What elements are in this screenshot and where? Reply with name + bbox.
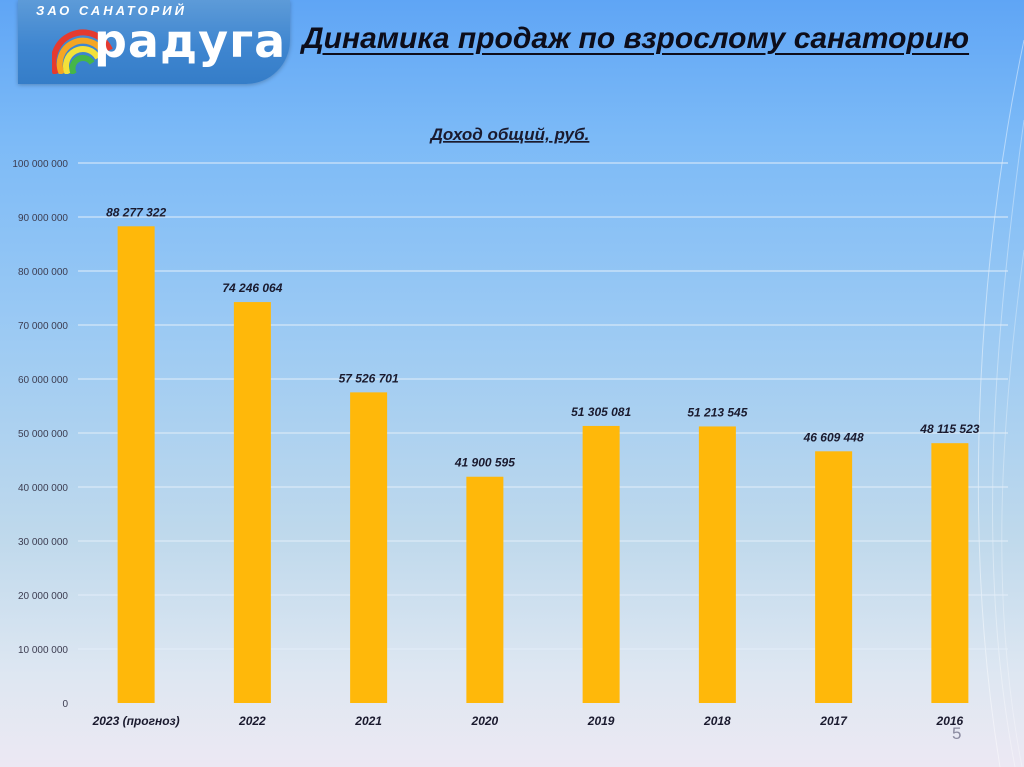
- x-tick-label: 2020: [471, 714, 499, 728]
- bar: [117, 226, 155, 703]
- x-tick-label: 2018: [703, 714, 731, 728]
- data-label: 46 609 448: [803, 430, 864, 444]
- x-tick-label: 2019: [587, 714, 615, 728]
- bar: [233, 302, 271, 703]
- bar: [582, 425, 620, 703]
- x-tick-label: 2017: [819, 714, 848, 728]
- y-tick-label: 90 000 000: [18, 213, 68, 224]
- y-tick-label: 100 000 000: [12, 159, 68, 170]
- rainbow-icon: [52, 29, 113, 74]
- brand-logo: ЗАО САНАТОРИЙ радуга: [18, 0, 290, 84]
- y-tick-label: 20 000 000: [18, 591, 68, 602]
- page-title: Динамика продаж по взрослому санаторию: [302, 22, 970, 55]
- x-tick-label: 2022: [238, 714, 266, 728]
- y-tick-label: 10 000 000: [18, 645, 68, 656]
- page-number: 5: [952, 724, 962, 743]
- data-label: 51 213 545: [687, 405, 747, 419]
- data-label: 48 115 523: [919, 422, 979, 436]
- y-tick-label: 40 000 000: [18, 483, 68, 494]
- data-label: 51 305 081: [571, 405, 631, 419]
- data-label: 74 246 064: [222, 281, 282, 295]
- data-label: 57 526 701: [339, 371, 399, 385]
- y-tick-label: 0: [62, 699, 68, 710]
- y-tick-label: 50 000 000: [18, 429, 68, 440]
- chart-title: Доход общий, руб.: [429, 125, 590, 144]
- bar: [931, 443, 969, 703]
- x-tick-label: 2016: [936, 714, 964, 728]
- logo-name: радуга: [94, 14, 287, 68]
- bar: [350, 392, 388, 703]
- bar: [698, 426, 736, 703]
- x-tick-label: 2021: [354, 714, 382, 728]
- bar: [466, 476, 504, 703]
- y-tick-label: 30 000 000: [18, 537, 68, 548]
- bar: [815, 451, 853, 703]
- y-tick-label: 80 000 000: [18, 267, 68, 278]
- x-tick-label: 2023 (прогноз): [92, 714, 180, 728]
- logo-caption: ЗАО САНАТОРИЙ: [36, 3, 187, 18]
- data-label: 41 900 595: [454, 456, 515, 470]
- data-label: 88 277 322: [106, 205, 166, 219]
- y-tick-label: 70 000 000: [18, 321, 68, 332]
- y-tick-label: 60 000 000: [18, 375, 68, 386]
